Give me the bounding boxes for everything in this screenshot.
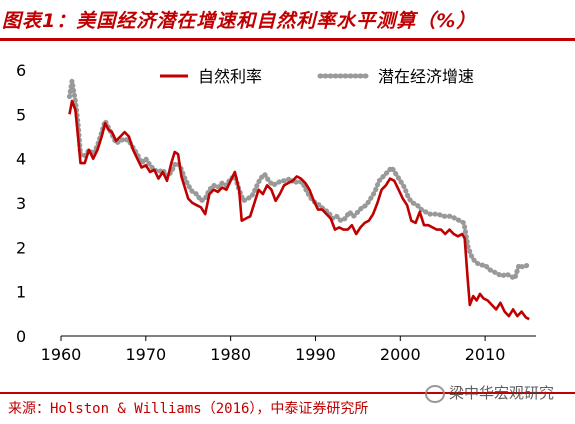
x-tick-label: 2010 (465, 345, 506, 364)
x-tick-label: 2000 (380, 345, 421, 364)
source-divider (0, 392, 575, 394)
wechat-icon (425, 384, 445, 403)
series-layer (67, 80, 530, 321)
source-note: 来源：Holston & Williams（2016），中泰证券研究所 (8, 401, 369, 417)
y-tick-label: 4 (16, 150, 26, 169)
y-tick-label: 3 (16, 194, 26, 213)
title-divider (0, 38, 575, 41)
y-tick-label: 5 (16, 105, 26, 124)
y-tick-label: 1 (16, 283, 26, 302)
line-chart: 0 1 2 3 4 5 6 1960 1970 1980 1990 2000 2010 自然利率 潜在… (16, 61, 536, 364)
legend-label-natural-rate: 自然利率 (198, 67, 262, 86)
series-line-potential-growth (67, 80, 530, 283)
y-axis: 0 1 2 3 4 5 6 (16, 61, 26, 346)
x-axis: 1960 1970 1980 1990 2000 2010 (41, 336, 506, 364)
y-tick-label: 0 (16, 327, 26, 346)
chart-title: 图表1：美国经济潜在增速和自然利率水平测算（%） (2, 10, 477, 32)
watermark-text: 梁中华宏观研究 (449, 384, 555, 402)
x-tick-label: 1980 (210, 345, 251, 364)
x-tick-label: 1970 (125, 345, 166, 364)
y-tick-label: 6 (16, 61, 26, 80)
y-tick-label: 2 (16, 238, 26, 257)
watermark: 梁中华宏观研究 (425, 382, 554, 403)
legend-label-potential-growth: 潜在经济增速 (378, 67, 474, 86)
series-line-natural-rate (68, 99, 530, 321)
legend: 自然利率 潜在经济增速 (160, 67, 474, 86)
x-tick-label: 1960 (41, 345, 82, 364)
x-tick-label: 1990 (295, 345, 336, 364)
